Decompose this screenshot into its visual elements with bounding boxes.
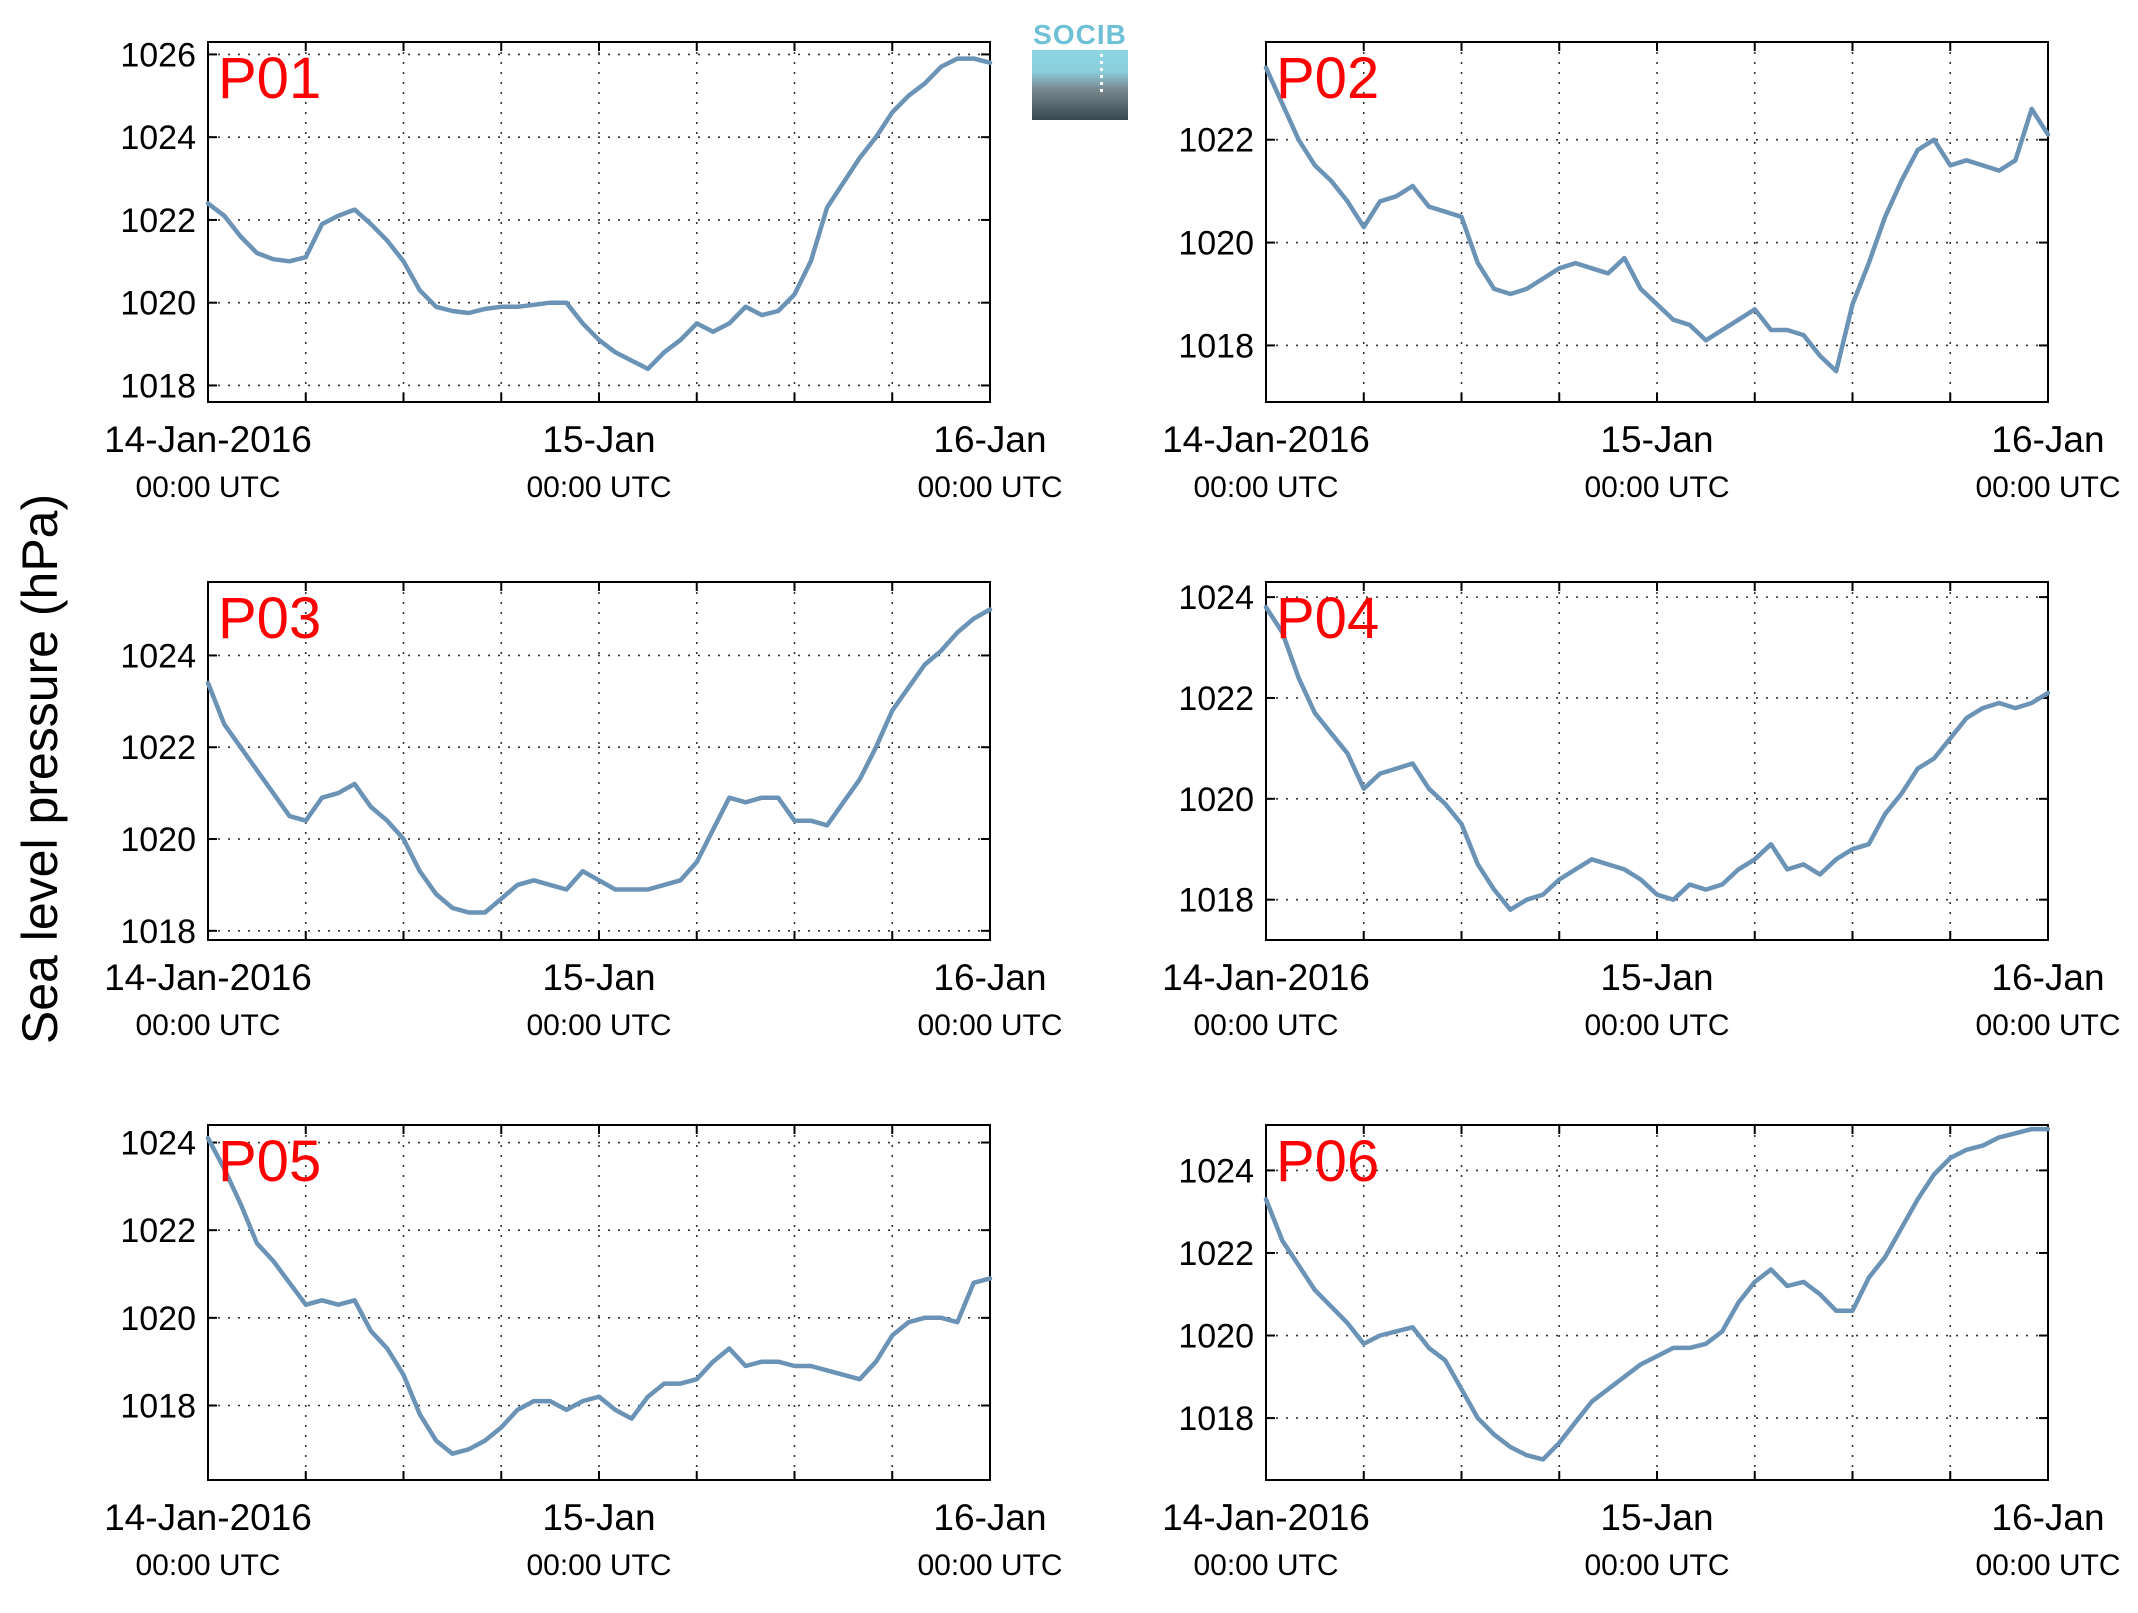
- x-tick-label: 16-Jan: [933, 1497, 1046, 1538]
- x-tick-label: 14-Jan-2016: [1162, 1497, 1370, 1538]
- y-tick-label: 1020: [1178, 225, 1254, 263]
- pressure-line: [205, 607, 993, 915]
- y-tick-label: 1018: [120, 367, 196, 405]
- y-tick-label: 1020: [1178, 1318, 1254, 1356]
- panel-label: P03: [218, 586, 321, 651]
- x-tick-label: 16-Jan: [1991, 1497, 2104, 1538]
- x-tick-sublabel: 00:00 UTC: [1975, 471, 2120, 504]
- x-tick-label: 15-Jan: [1600, 1497, 1713, 1538]
- panel-p03: 1018 1020 1022 1024 14-Jan-2016 00:00 UTC 15-J…: [104, 581, 1063, 1042]
- x-tick-sublabel: 00:00 UTC: [917, 471, 1062, 504]
- y-tick-label: 1020: [120, 1300, 196, 1338]
- panel-p01: 1018 1020 1022 1024 1026 14-Jan-2016 00:00 UTC…: [104, 36, 1062, 504]
- x-tick-sublabel: 00:00 UTC: [1584, 1009, 1729, 1042]
- y-tick-label: 1024: [120, 119, 196, 157]
- y-tick-label: 1018: [120, 913, 196, 951]
- x-tick-sublabel: 00:00 UTC: [135, 1549, 280, 1582]
- panel-label: P05: [218, 1129, 321, 1194]
- x-tick-sublabel: 00:00 UTC: [526, 471, 671, 504]
- x-tick-sublabel: 00:00 UTC: [1975, 1549, 2120, 1582]
- x-tick-label: 16-Jan: [933, 419, 1046, 460]
- panel-p06: 1018 1020 1022 1024 14-Jan-2016 00:00 UTC 15-J…: [1162, 1124, 2121, 1582]
- panel-label: P06: [1276, 1129, 1379, 1194]
- panel-p02: 1018 1020 1022 14-Jan-2016 00:00 UTC 15-Jan 00…: [1162, 41, 2121, 504]
- y-tick-label: 1018: [1178, 1400, 1254, 1438]
- panel-label: P01: [218, 46, 321, 111]
- y-tick-label: 1024: [1178, 579, 1254, 617]
- x-tick-sublabel: 00:00 UTC: [1584, 471, 1729, 504]
- axes-frame: [207, 1124, 991, 1481]
- x-tick-sublabel: 00:00 UTC: [1193, 1009, 1338, 1042]
- x-tick-label: 15-Jan: [1600, 957, 1713, 998]
- axes-frame: [207, 581, 991, 941]
- y-tick-label: 1022: [120, 729, 196, 767]
- y-tick-label: 1024: [120, 637, 196, 675]
- x-tick-sublabel: 00:00 UTC: [1975, 1009, 2120, 1042]
- axes-frame: [1265, 581, 2049, 941]
- logo-text: SOCIB: [1033, 19, 1127, 50]
- y-tick-label: 1018: [1178, 327, 1254, 365]
- panel-p04: 1018 1020 1022 1024 14-Jan-2016 00:00 UTC 15-J…: [1162, 579, 2120, 1042]
- x-tick-sublabel: 00:00 UTC: [135, 471, 280, 504]
- axes-frame: [1265, 41, 2049, 403]
- x-tick-label: 14-Jan-2016: [104, 957, 312, 998]
- y-tick-label: 1026: [120, 36, 196, 74]
- x-tick-sublabel: 00:00 UTC: [1584, 1549, 1729, 1582]
- y-tick-label: 1022: [1178, 680, 1254, 718]
- logo-graphic: [1032, 50, 1128, 120]
- y-tick-label: 1020: [120, 285, 196, 323]
- y-tick-label: 1018: [120, 1387, 196, 1425]
- y-tick-label: 1022: [120, 202, 196, 240]
- x-tick-sublabel: 00:00 UTC: [917, 1009, 1062, 1042]
- x-tick-sublabel: 00:00 UTC: [526, 1549, 671, 1582]
- x-tick-label: 16-Jan: [933, 957, 1046, 998]
- y-tick-label: 1018: [1178, 882, 1254, 920]
- x-tick-label: 14-Jan-2016: [1162, 419, 1370, 460]
- pressure-line: [1263, 604, 2051, 912]
- axes-frame: [1265, 1124, 2049, 1481]
- y-tick-label: 1022: [120, 1212, 196, 1250]
- panel-label: P02: [1276, 46, 1379, 111]
- pressure-line: [205, 1135, 993, 1456]
- panel-label: P04: [1276, 586, 1379, 651]
- x-tick-label: 14-Jan-2016: [104, 1497, 312, 1538]
- logo-ticks: [1100, 54, 1103, 96]
- x-tick-sublabel: 00:00 UTC: [526, 1009, 671, 1042]
- y-axis-label: Sea level pressure (hPa): [12, 493, 68, 1045]
- x-tick-label: 15-Jan: [542, 1497, 655, 1538]
- x-tick-sublabel: 00:00 UTC: [1193, 1549, 1338, 1582]
- y-tick-label: 1020: [1178, 781, 1254, 819]
- x-tick-label: 16-Jan: [1991, 419, 2104, 460]
- y-tick-label: 1024: [120, 1125, 196, 1163]
- x-tick-label: 14-Jan-2016: [104, 419, 312, 460]
- x-tick-label: 15-Jan: [1600, 419, 1713, 460]
- x-tick-sublabel: 00:00 UTC: [135, 1009, 280, 1042]
- y-tick-label: 1022: [1178, 1235, 1254, 1273]
- panel-p05: 1018 1020 1022 1024 14-Jan-2016 00:00 UTC 15-J…: [104, 1124, 1063, 1582]
- socib-logo: SOCIB: [1032, 20, 1128, 120]
- x-tick-sublabel: 00:00 UTC: [1193, 471, 1338, 504]
- pressure-line: [1263, 1126, 2051, 1462]
- axes-frame: [207, 41, 991, 403]
- x-tick-label: 15-Jan: [542, 419, 655, 460]
- x-tick-sublabel: 00:00 UTC: [917, 1549, 1062, 1582]
- y-tick-label: 1022: [1178, 122, 1254, 160]
- pressure-line: [1263, 65, 2051, 374]
- pressure-line: [205, 56, 993, 372]
- y-tick-label: 1024: [1178, 1152, 1254, 1190]
- x-tick-label: 14-Jan-2016: [1162, 957, 1370, 998]
- x-tick-label: 16-Jan: [1991, 957, 2104, 998]
- x-tick-label: 15-Jan: [542, 957, 655, 998]
- y-tick-label: 1020: [120, 821, 196, 859]
